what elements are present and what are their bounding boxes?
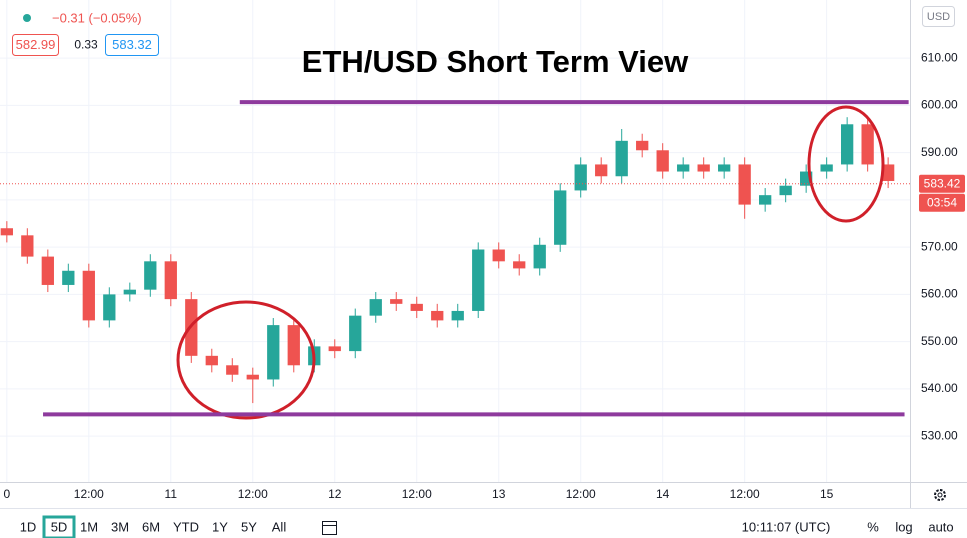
- candle-body: [0, 228, 13, 236]
- candle-body: [718, 164, 731, 172]
- highlight-ellipse: [176, 300, 316, 420]
- clock: 10:11:07 (UTC): [742, 519, 831, 534]
- chart-title: ETH/USD Short Term View: [302, 44, 689, 79]
- candle-body: [328, 346, 341, 352]
- candle-body: [779, 185, 792, 196]
- candle-body: [164, 261, 177, 300]
- candle-body: [820, 164, 833, 172]
- range-button[interactable]: 3M: [111, 519, 129, 534]
- range-button[interactable]: YTD: [173, 519, 199, 534]
- last-price-box: [919, 174, 965, 193]
- scale-option[interactable]: %: [867, 519, 879, 534]
- currency-box[interactable]: [922, 6, 955, 27]
- status-dot: [23, 14, 31, 22]
- candle-body: [267, 325, 280, 380]
- range-button[interactable]: 5Y: [241, 519, 257, 534]
- countdown-box: [919, 193, 965, 212]
- candle-body: [287, 325, 300, 366]
- x-tick-label: 12:00: [566, 487, 596, 501]
- scale-option[interactable]: auto: [928, 519, 953, 534]
- range-button[interactable]: 1Y: [212, 519, 228, 534]
- countdown-label: 03:54: [927, 195, 957, 209]
- scale-option[interactable]: log: [895, 519, 912, 534]
- range-button[interactable]: 6M: [142, 519, 160, 534]
- y-tick-label: 610.00: [921, 50, 958, 64]
- candle-body: [840, 124, 854, 165]
- x-tick-label: 0: [3, 487, 10, 501]
- x-tick-label: 11: [165, 487, 178, 501]
- candle-body: [431, 310, 444, 321]
- gear: [934, 489, 946, 501]
- ask-price: 583.32: [112, 37, 152, 52]
- candle-body: [349, 315, 362, 352]
- x-tick-label: 14: [656, 487, 670, 501]
- candle-body: [369, 299, 382, 316]
- candle-body: [554, 190, 567, 245]
- bid-box[interactable]: [12, 34, 59, 56]
- y-tick-label: 560.00: [921, 287, 958, 301]
- candle-body: [451, 310, 464, 321]
- calendar-icon[interactable]: [322, 521, 337, 535]
- candle-body: [144, 261, 157, 290]
- candle-body: [410, 303, 423, 311]
- y-tick-label: 530.00: [921, 428, 958, 442]
- spread: 0.33: [74, 38, 98, 52]
- candle-body: [533, 244, 546, 269]
- x-tick-label: 12:00: [238, 487, 268, 501]
- candle-body: [205, 355, 218, 366]
- bid-price: 582.99: [16, 37, 56, 52]
- candle-body: [677, 164, 690, 172]
- ask-box[interactable]: [105, 34, 159, 56]
- candle-body: [861, 124, 874, 165]
- price-change: −0.31 (−0.05%): [52, 10, 142, 25]
- candle-body: [759, 195, 772, 205]
- candle-body: [103, 294, 116, 321]
- candle-body: [656, 150, 669, 172]
- candle-body: [513, 261, 526, 269]
- range-selected: [42, 515, 76, 538]
- toolbar: 1D 5D 1M 3M 6M YTD 1Y 5Y All 10:11:07 (UTC)% log au…: [20, 515, 954, 538]
- currency: USD: [927, 11, 950, 23]
- range-button[interactable]: 5D: [51, 519, 68, 534]
- candle-body: [123, 289, 136, 295]
- highlight-ellipse: [807, 105, 885, 223]
- candle-body: [615, 140, 628, 177]
- candle-body: [574, 164, 587, 191]
- candle-body: [492, 249, 505, 262]
- y-tick-label: 550.00: [921, 334, 958, 348]
- candle-body: [226, 365, 239, 375]
- x-tick-label: 13: [492, 487, 506, 501]
- y-tick-label: 590.00: [921, 145, 958, 159]
- candle-body: [595, 164, 608, 177]
- x-tick-label: 12:00: [402, 487, 432, 501]
- candle-body: [41, 256, 54, 285]
- candle-body: [246, 374, 259, 380]
- plot-area: [0, 117, 895, 404]
- last-price-label: 583.42: [924, 176, 961, 190]
- range-button[interactable]: 1D: [20, 519, 37, 534]
- candle-body: [636, 140, 649, 151]
- candle-body: [390, 299, 403, 304]
- settings-icon[interactable]: [934, 489, 946, 501]
- x-tick-label: 12:00: [730, 487, 760, 501]
- gear-center: [937, 492, 943, 498]
- candle-body: [21, 235, 34, 257]
- x-tick-label: 15: [820, 487, 834, 501]
- candle-body: [472, 249, 485, 311]
- candle-body: [82, 270, 95, 321]
- range-button[interactable]: All: [272, 519, 287, 534]
- candle-body: [738, 164, 751, 205]
- calendar: [322, 521, 337, 535]
- y-tick-label: 540.00: [921, 381, 958, 395]
- y-tick-label: 600.00: [921, 98, 958, 112]
- candle-body: [697, 164, 710, 172]
- x-tick-label: 12:00: [74, 487, 104, 501]
- candle-body: [62, 270, 75, 285]
- y-tick-label: 570.00: [921, 239, 958, 253]
- x-tick-label: 12: [328, 487, 342, 501]
- candle-body: [881, 164, 895, 181]
- range-button[interactable]: 1M: [80, 519, 98, 534]
